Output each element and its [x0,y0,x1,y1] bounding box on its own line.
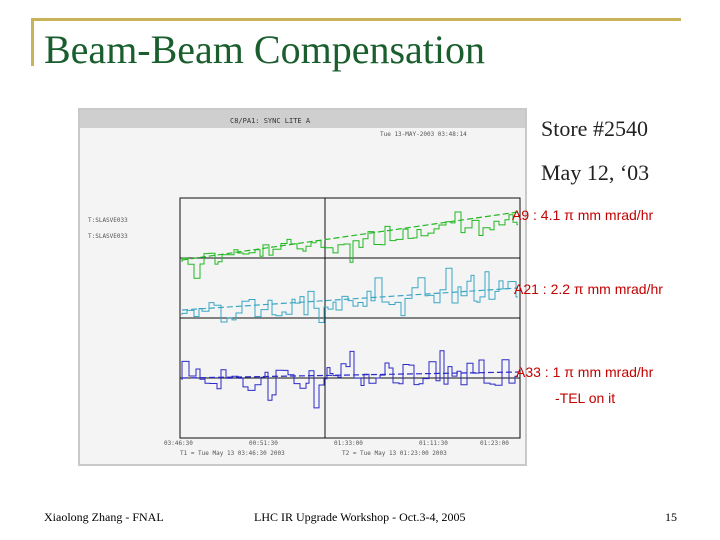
time-range-end: T2 = Tue May 13 01:23:00 2003 [342,450,447,457]
annotation-a33: A33 : 1 π mm mrad/hr [516,364,654,380]
trend-line [181,211,519,261]
data-trace [181,211,518,279]
data-trace [181,267,518,323]
window-canvas [80,128,525,464]
acnet-plot-screenshot: C8/PA1: SYNC LITE A Tue 13-MAY-2003 03:4… [78,108,527,466]
window-titlebar [80,110,525,128]
title-rule-horizontal [31,18,681,21]
legend-entry: T:SLASVE033 [88,217,128,224]
trend-plot: C8/PA1: SYNC LITE A Tue 13-MAY-2003 03:4… [80,110,525,464]
x-tick-label: 01:33:00 [334,440,363,447]
footer-page-number: 15 [665,510,677,524]
annotation-a9: A9 : 4.1 π mm mrad/hr [512,207,654,223]
footer-author: Xiaolong Zhang - FNAL [44,510,164,524]
annotation-tel: -TEL on it [555,390,616,406]
x-tick-label: 01:23:00 [480,440,509,447]
footer-event: LHC IR Upgrade Workshop - Oct.3-4, 2005 [254,510,466,524]
x-tick-label: 03:46:30 [164,440,193,447]
slide-title: Beam-Beam Compensation [44,27,486,72]
plot-traces [181,211,519,409]
store-date: May 12, ‘03 [541,160,650,185]
trend-line [181,287,519,311]
time-range-start: T1 = Tue May 13 03:46:30 2003 [180,450,285,457]
data-trace [181,350,518,409]
x-tick-label: 00:51:30 [249,440,278,447]
window-title: C8/PA1: SYNC LITE A [230,117,311,125]
store-number: Store #2540 [541,116,648,141]
x-axis-ticks: 03:46:30 00:51:30 01:33:00 01:11:30 01:23:00 [164,440,509,447]
x-tick-label: 01:11:30 [419,440,448,447]
legend-entry: T:SLASVE033 [88,233,128,240]
title-rule-vertical [31,21,34,66]
window-timestamp: Tue 13-MAY-2003 03:48:14 [380,131,467,138]
trend-line [181,371,519,379]
annotation-a21: A21 : 2.2 π mm mrad/hr [514,281,663,297]
